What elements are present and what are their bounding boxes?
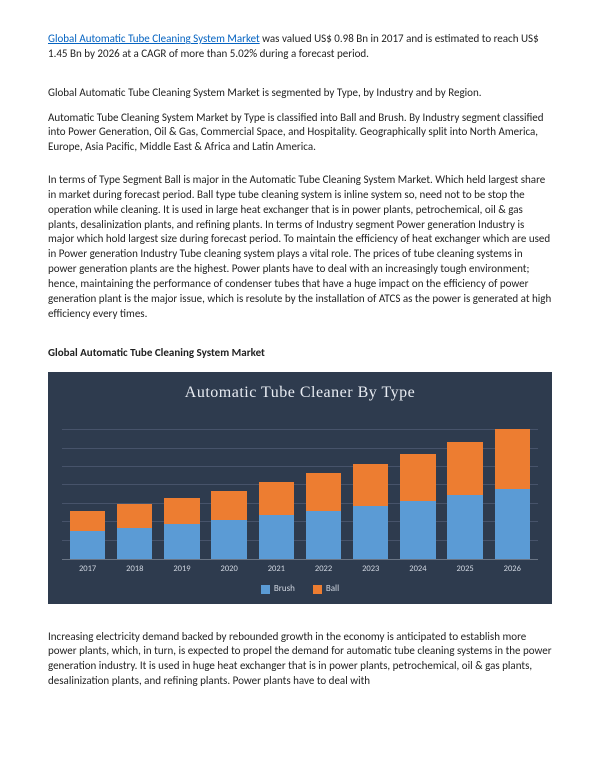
bar-segment-brush — [259, 515, 294, 558]
bar-segment-brush — [447, 495, 482, 559]
chart-heading: Global Automatic Tube Cleaning System Ma… — [48, 346, 552, 361]
legend-label-brush: Brush — [274, 583, 295, 595]
bar-segment-brush — [306, 511, 341, 559]
bar-segment-brush — [70, 531, 105, 559]
chart-plot-area — [62, 412, 538, 560]
x-axis-label: 2018 — [117, 564, 152, 575]
legend-label-ball: Ball — [326, 583, 339, 595]
legend-item-brush: Brush — [261, 583, 295, 595]
bar-segment-ball — [164, 498, 199, 524]
bar-segment-brush — [117, 528, 152, 559]
bar-group — [117, 504, 152, 559]
legend-swatch-ball — [313, 585, 322, 594]
bar-segment-brush — [400, 501, 435, 559]
bar-group — [400, 454, 435, 559]
market-title-link[interactable]: Global Automatic Tube Cleaning System Ma… — [48, 32, 260, 45]
bar-segment-brush — [164, 524, 199, 559]
x-axis-label: 2020 — [211, 564, 246, 575]
bar-segment-brush — [495, 489, 530, 559]
x-axis-label: 2017 — [70, 564, 105, 575]
x-axis-label: 2019 — [164, 564, 199, 575]
bar-group — [211, 491, 246, 559]
bar-chart: Automatic Tube Cleaner By Type 201720182… — [48, 372, 552, 603]
bar-segment-ball — [447, 442, 482, 495]
bar-segment-ball — [400, 454, 435, 501]
bar-segment-ball — [70, 511, 105, 531]
x-axis-label: 2025 — [447, 564, 482, 575]
x-axis-label: 2022 — [306, 564, 341, 575]
chart-legend: Brush Ball — [62, 583, 538, 595]
bar-group — [259, 482, 294, 559]
bar-segment-ball — [259, 482, 294, 515]
x-axis-label: 2023 — [353, 564, 388, 575]
legend-item-ball: Ball — [313, 583, 339, 595]
bar-segment-brush — [353, 506, 388, 559]
x-axis-label: 2026 — [495, 564, 530, 575]
closing-paragraph: Increasing electricity demand backed by … — [48, 630, 552, 689]
bar-segment-ball — [306, 473, 341, 511]
bar-segment-ball — [495, 429, 530, 488]
bar-group — [447, 442, 482, 559]
bar-segment-ball — [211, 491, 246, 521]
analysis-paragraph: In terms of Type Segment Ball is major i… — [48, 173, 552, 321]
bar-group — [70, 511, 105, 559]
bar-segment-ball — [353, 464, 388, 507]
bar-segment-ball — [117, 504, 152, 527]
classification-paragraph: Automatic Tube Cleaning System Market by… — [48, 111, 552, 156]
chart-title: Automatic Tube Cleaner By Type — [62, 382, 538, 404]
x-axis-label: 2021 — [259, 564, 294, 575]
x-axis-label: 2024 — [400, 564, 435, 575]
bar-group — [164, 498, 199, 559]
bar-segment-brush — [211, 520, 246, 559]
segment-paragraph: Global Automatic Tube Cleaning System Ma… — [48, 86, 552, 101]
chart-gridline — [62, 429, 538, 430]
bar-group — [306, 473, 341, 559]
bar-group — [353, 464, 388, 559]
bar-group — [495, 429, 530, 558]
chart-x-axis: 2017 2018 2019 2020 2021 2022 2023 2024 2025 2026 — [62, 560, 538, 575]
legend-swatch-brush — [261, 585, 270, 594]
intro-paragraph: Global Automatic Tube Cleaning System Ma… — [48, 32, 552, 62]
